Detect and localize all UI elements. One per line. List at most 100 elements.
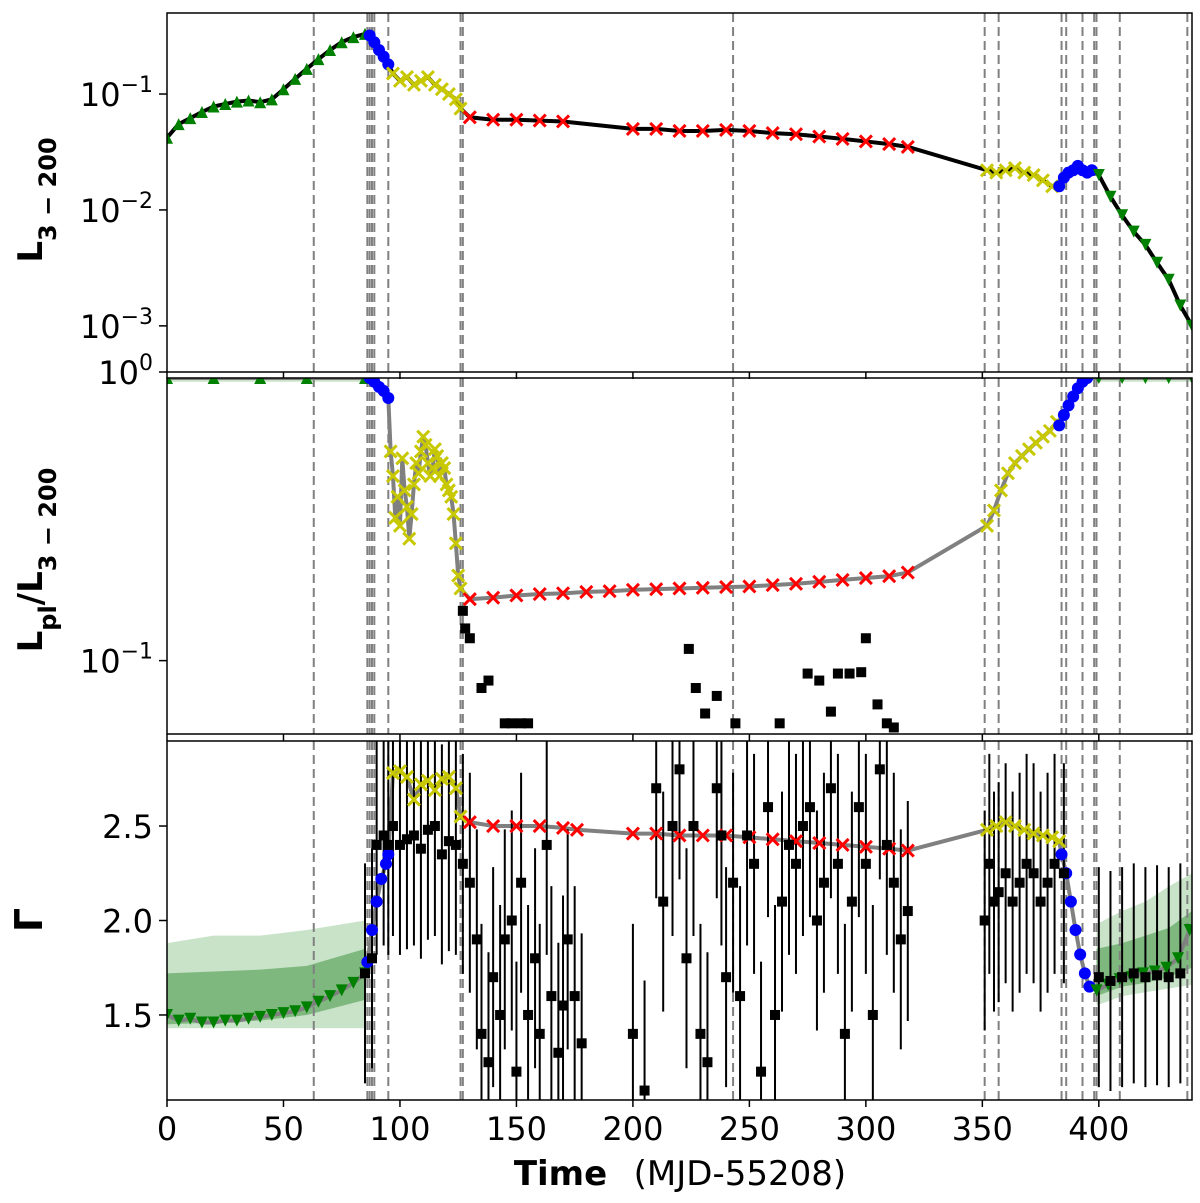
middle-black-point	[483, 675, 494, 686]
xtick-label: 350	[952, 1110, 1013, 1148]
top-hard-point	[1186, 319, 1192, 332]
bottom-hard-point	[324, 990, 337, 1003]
middle-soft-point	[858, 570, 873, 586]
bottom-hard-point	[219, 1014, 232, 1027]
middle-black-point	[506, 718, 517, 729]
bottom-ytick-label: 2.5	[102, 808, 153, 846]
top-hard-point	[1104, 190, 1117, 203]
top-soft-point	[555, 114, 571, 129]
middle-hard-point	[254, 378, 267, 384]
bottom-black-point	[576, 1038, 587, 1049]
bottom-black-point	[1007, 896, 1018, 907]
top-hard-point	[1151, 256, 1164, 269]
middle-black-point	[856, 667, 867, 678]
middle-black-point	[476, 683, 487, 694]
bottom-ytick-label: 2.0	[102, 903, 153, 941]
bottom-black-point	[1093, 972, 1104, 983]
middle-soft_intermediate-point	[451, 568, 466, 583]
bottom-black-point	[749, 858, 760, 869]
bottom-black-point	[371, 839, 382, 850]
bottom-black-point	[1175, 968, 1186, 979]
bottom-black-point	[716, 830, 727, 841]
bottom-soft-point	[695, 828, 710, 843]
bottom-hard-point	[172, 1014, 185, 1027]
bottom-black-point	[702, 1057, 713, 1068]
bottom-soft_intermediate-point	[448, 781, 463, 796]
middle-black-point	[516, 718, 527, 729]
bottom-soft-point	[532, 818, 547, 834]
middle-soft-point	[532, 586, 547, 602]
top-hard-point	[1127, 225, 1140, 238]
top-hard-point	[324, 43, 337, 56]
bottom-black-point	[728, 877, 739, 888]
bottom-black-point	[443, 836, 454, 847]
middle-soft_intermediate-point	[446, 507, 461, 522]
bottom-hard-point	[184, 1012, 197, 1025]
middle-soft-point	[742, 579, 757, 594]
bottom-hard-point	[277, 1007, 290, 1020]
bottom-soft_intermediate-point	[1045, 830, 1060, 845]
bottom-soft_intermediate-point	[1052, 834, 1067, 849]
bottom-black-point	[1163, 972, 1174, 983]
bottom-black-point	[797, 821, 808, 832]
bottom-hard_intermediate-point	[366, 923, 378, 936]
bottom-black-point	[763, 802, 774, 813]
bottom-hard_intermediate-point	[1064, 895, 1077, 908]
bottom-black-point	[495, 1009, 506, 1020]
bottom-black-point	[839, 1028, 850, 1039]
bottom-band-inner-left	[167, 948, 366, 1025]
bottom-soft-point	[900, 843, 915, 858]
middle-soft-point	[672, 581, 687, 596]
bottom-soft-point	[649, 826, 664, 841]
bottom-hard-point	[207, 1016, 220, 1029]
middle-black-point	[814, 675, 825, 686]
bottom-hard-point	[254, 1010, 267, 1023]
middle-soft_intermediate-point	[986, 503, 1002, 518]
bottom-black-point	[401, 834, 412, 845]
top-hard-point	[300, 62, 313, 75]
bottom-black-point	[499, 934, 510, 945]
middle-black-point	[888, 722, 899, 733]
top-soft-point	[509, 112, 524, 127]
top-hard-point	[167, 131, 173, 144]
top-soft-point	[765, 126, 780, 141]
bottom-hard-point	[167, 1008, 173, 1021]
bottom-soft-point	[812, 835, 827, 851]
bottom-black-point	[523, 1009, 534, 1020]
top-hard-point	[1116, 209, 1129, 222]
bottom-black-point	[415, 843, 426, 854]
bottom-black-point	[667, 821, 678, 832]
bottom-black-point	[541, 839, 552, 850]
bottom-black-point	[450, 839, 461, 850]
middle-soft_intermediate-point	[409, 456, 424, 471]
bottom-black-point	[874, 764, 885, 775]
middle-soft-point	[719, 580, 734, 595]
top-ytick-label: 10−1	[80, 73, 153, 114]
bottom-black-point	[639, 1085, 650, 1096]
bottom-soft-point	[462, 815, 477, 830]
bottom-black-point	[988, 896, 999, 907]
top-ytick-label: 10−3	[80, 305, 153, 346]
bottom-soft_intermediate-point	[979, 822, 995, 837]
middle-black-point	[774, 718, 785, 729]
top-hard-point	[207, 100, 220, 113]
middle-ylabel: Lpl/L3 − 200	[11, 468, 62, 653]
bottom-black-point	[721, 972, 732, 983]
bottom-black-point	[1058, 868, 1069, 879]
middle-black-point	[711, 690, 722, 701]
bottom-black-point	[367, 953, 377, 964]
bottom-black-point	[558, 1000, 569, 1011]
bottom-black-point	[387, 821, 398, 832]
top-hard-point	[184, 112, 197, 125]
top-hard-point	[195, 105, 208, 118]
middle-soft_intermediate-point	[385, 468, 401, 484]
top-soft-point	[625, 121, 640, 136]
middle-soft_intermediate-point	[444, 489, 459, 504]
middle-soft_intermediate-point	[383, 444, 398, 459]
bottom-soft-point	[765, 832, 780, 847]
middle-black-point	[700, 708, 711, 719]
middle-soft_intermediate-point	[397, 483, 412, 498]
bottom-soft_intermediate-point	[427, 783, 442, 798]
bottom-soft_intermediate-point	[1017, 822, 1032, 837]
